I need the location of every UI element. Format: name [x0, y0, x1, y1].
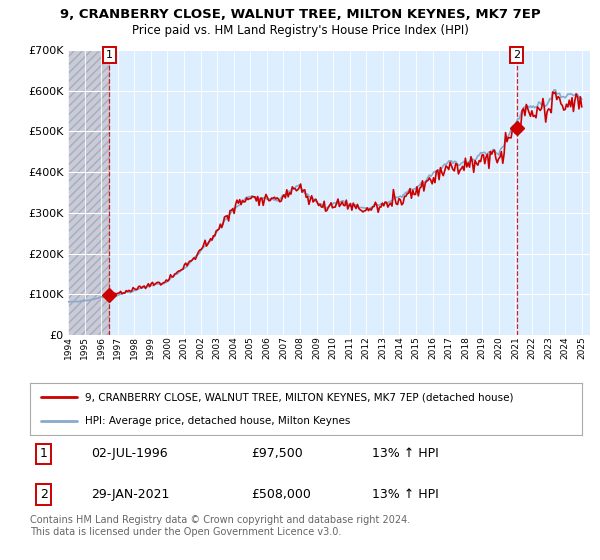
Text: 2: 2 — [40, 488, 48, 501]
Text: £508,000: £508,000 — [251, 488, 311, 501]
Text: 02-JUL-1996: 02-JUL-1996 — [91, 447, 167, 460]
Text: 29-JAN-2021: 29-JAN-2021 — [91, 488, 169, 501]
Text: 9, CRANBERRY CLOSE, WALNUT TREE, MILTON KEYNES, MK7 7EP (detached house): 9, CRANBERRY CLOSE, WALNUT TREE, MILTON … — [85, 392, 514, 402]
Text: Contains HM Land Registry data © Crown copyright and database right 2024.
This d: Contains HM Land Registry data © Crown c… — [30, 515, 410, 536]
Text: 1: 1 — [40, 447, 48, 460]
Text: Price paid vs. HM Land Registry's House Price Index (HPI): Price paid vs. HM Land Registry's House … — [131, 24, 469, 37]
Bar — [68, 50, 109, 335]
Text: £97,500: £97,500 — [251, 447, 302, 460]
Text: 13% ↑ HPI: 13% ↑ HPI — [372, 488, 439, 501]
Text: HPI: Average price, detached house, Milton Keynes: HPI: Average price, detached house, Milt… — [85, 416, 350, 426]
Text: 9, CRANBERRY CLOSE, WALNUT TREE, MILTON KEYNES, MK7 7EP: 9, CRANBERRY CLOSE, WALNUT TREE, MILTON … — [59, 8, 541, 21]
Text: 1: 1 — [106, 50, 113, 60]
Text: 2: 2 — [513, 50, 520, 60]
Text: 13% ↑ HPI: 13% ↑ HPI — [372, 447, 439, 460]
